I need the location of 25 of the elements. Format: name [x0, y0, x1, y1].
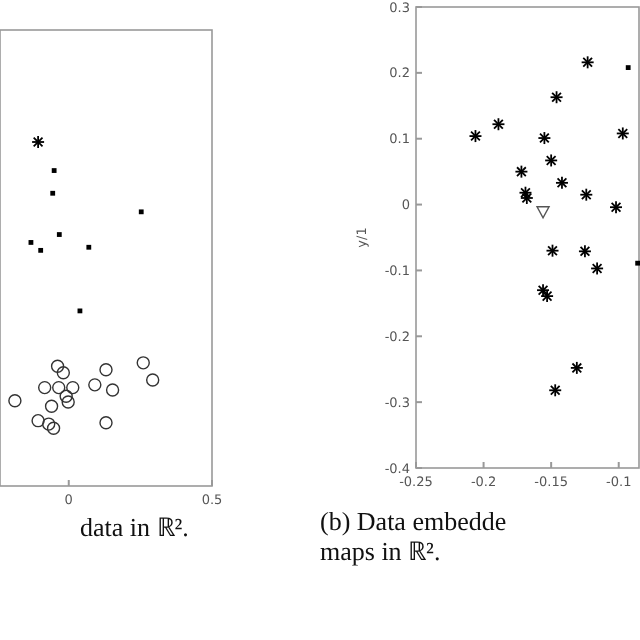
point: [59, 389, 73, 403]
point: [56, 366, 71, 380]
point: [105, 383, 120, 397]
point: [38, 247, 44, 253]
point: [50, 359, 65, 373]
point: [136, 356, 150, 370]
text: data in ℝ².: [80, 512, 189, 542]
point: [44, 399, 59, 413]
point: [31, 413, 45, 428]
point: [66, 380, 80, 395]
point: [99, 416, 113, 430]
point: [138, 209, 144, 215]
point: [52, 380, 66, 395]
point: [536, 206, 550, 219]
point: [146, 373, 160, 387]
point: [46, 421, 61, 435]
point: [37, 380, 52, 395]
text: (b) Data embedde maps in ℝ².: [320, 506, 507, 566]
point: [61, 395, 75, 409]
point: [8, 393, 22, 408]
point: [50, 190, 56, 196]
point: [88, 378, 102, 392]
point: [42, 417, 56, 431]
point: [86, 244, 92, 250]
point: [99, 363, 113, 377]
